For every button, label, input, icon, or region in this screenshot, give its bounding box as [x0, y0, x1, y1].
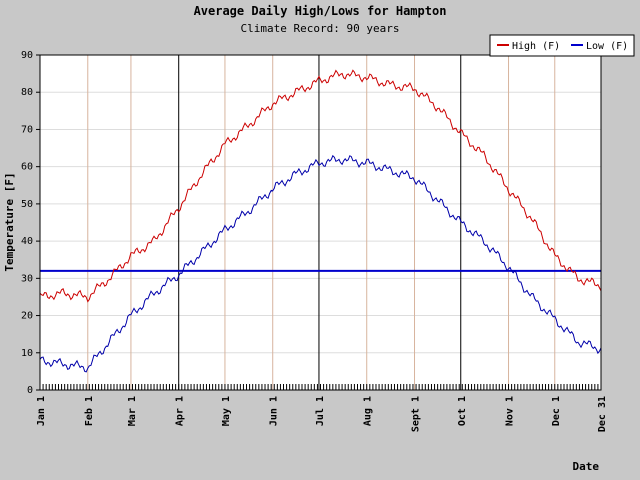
- x-tick-label: Jan 1: [36, 396, 47, 426]
- y-tick-label: 60: [21, 162, 33, 173]
- x-tick-label: Feb 1: [84, 396, 95, 426]
- series-line-low: [39, 154, 602, 373]
- y-tick-label: 70: [21, 124, 33, 135]
- x-tick-label: Jul 1: [315, 396, 326, 426]
- plot-area: [40, 55, 601, 390]
- x-tick-label: Sept 1: [411, 396, 422, 432]
- y-tick-label: 80: [21, 87, 33, 98]
- x-axis-label: Date: [573, 460, 600, 473]
- x-tick-label: Apr 1: [175, 396, 186, 426]
- x-tick-label: Nov 1: [505, 396, 516, 426]
- x-tick-label: Dec 31: [597, 396, 608, 432]
- y-tick-label: 0: [27, 385, 33, 396]
- chart-title: Average Daily High/Lows for Hampton: [194, 4, 447, 18]
- y-tick-label: 30: [21, 273, 33, 284]
- y-tick-label: 20: [21, 311, 33, 322]
- y-tick-label: 90: [21, 50, 33, 61]
- y-tick-label: 40: [21, 236, 33, 247]
- legend-box: [489, 34, 635, 57]
- x-tick-label: Jun 1: [269, 396, 280, 426]
- y-tick-label: 10: [21, 348, 33, 359]
- x-tick-label: Aug 1: [363, 396, 374, 426]
- y-tick-label: 50: [21, 199, 33, 210]
- x-tick-label: May 1: [221, 396, 232, 426]
- y-tick-labels: 0 10 20 30 40 50 60 70 80 90: [21, 50, 33, 396]
- x-tick-labels: Jan 1 Feb 1 Mar 1 Apr 1 May 1 Jun 1 Jul 1 Aug 1…: [36, 396, 608, 432]
- grid: [40, 55, 601, 390]
- x-tick-label: Mar 1: [127, 396, 138, 426]
- legend: High (F) Low (F): [489, 34, 635, 57]
- legend-high-label: High (F): [512, 41, 560, 52]
- series-line-high: [39, 69, 602, 303]
- chart-subtitle: Climate Record: 90 years: [241, 22, 400, 35]
- x-tick-label: Oct 1: [457, 396, 468, 426]
- series-lines: [39, 69, 602, 373]
- x-tick-label: Dec 1: [551, 396, 562, 426]
- y-axis-label: Temperature [F]: [3, 172, 16, 271]
- legend-low-label: Low (F): [586, 41, 628, 52]
- plot-border: [39, 54, 602, 391]
